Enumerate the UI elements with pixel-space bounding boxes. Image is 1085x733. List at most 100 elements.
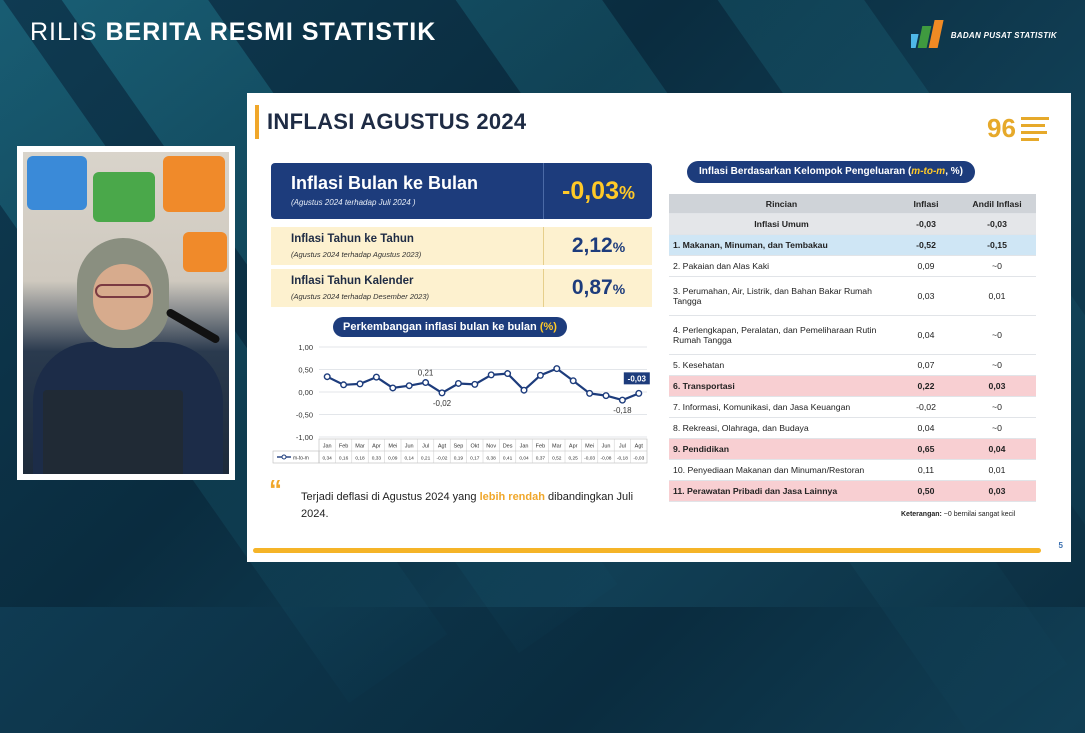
row-andil: -0,03 — [958, 213, 1036, 235]
data-point — [454, 379, 462, 387]
row-inflasi: 0,03 — [917, 291, 935, 301]
data-point — [323, 373, 331, 381]
quote-text: Terjadi deflasi di Agustus 2024 yang leb… — [301, 489, 661, 523]
row-andil: ~0 — [992, 261, 1002, 271]
table-row: 1. Makanan, Minuman, dan Tembakau -0,52 … — [669, 234, 1036, 256]
backdrop-tile — [183, 232, 227, 272]
row-name: 11. Perawatan Pribadi dan Jasa Lainnya — [669, 480, 894, 502]
x-tick-label: Mei — [585, 444, 594, 450]
data-table-value: 0,18 — [355, 456, 365, 462]
row-inflasi: 0,22 — [894, 375, 958, 397]
data-table-value: 0,41 — [503, 456, 513, 462]
yearly-value-unit: % — [612, 239, 626, 255]
data-table-value: -0,08 — [601, 456, 612, 462]
slide-title: INFLASI AGUSTUS 2024 — [255, 105, 526, 139]
x-tick-label: Sep — [454, 444, 464, 450]
table-row: 10. Penyediaan Makanan dan Minuman/Resto… — [669, 460, 1036, 481]
x-tick-label: Jul — [422, 444, 429, 450]
yearly-sub: (Agustus 2024 terhadap Agustus 2023) — [291, 250, 422, 259]
data-table-value: 0,16 — [339, 456, 349, 462]
table-row: 11. Perawatan Pribadi dan Jasa Lainnya 0… — [669, 480, 1036, 502]
table-row: Inflasi Umum -0,03 -0,03 — [669, 213, 1036, 235]
row-andil: 0,01 — [988, 291, 1006, 301]
row-andil: 0,03 — [958, 375, 1036, 397]
bottom-accent-line — [253, 548, 1041, 553]
calendar-inflation-card: Inflasi Tahun Kalender (Agustus 2024 ter… — [271, 269, 652, 307]
data-label: -0,03 — [628, 374, 647, 383]
backdrop-tile — [27, 156, 87, 210]
monthly-label: Inflasi Bulan ke Bulan — [291, 173, 479, 193]
row-name: 6. Transportasi — [669, 375, 894, 397]
data-table-value: 0,19 — [454, 456, 464, 462]
data-point — [389, 384, 397, 392]
table-title-emphasis: m-to-m — [911, 166, 946, 177]
x-tick-label: Jan — [323, 444, 332, 450]
legend-marker — [281, 454, 287, 460]
table-row: 8. Rekreasi, Olahraga, dan Budaya 0,04 ~… — [669, 418, 1036, 439]
data-table-value: -0,02 — [437, 456, 448, 462]
row-name: 9. Pendidikan — [669, 438, 894, 460]
row-andil: -0,15 — [958, 234, 1036, 256]
data-table-value: 0,38 — [487, 456, 497, 462]
data-point — [635, 389, 643, 397]
data-table-value: -0,18 — [617, 456, 628, 462]
broadcast-title: RILIS BERITA RESMI STATISTIK — [30, 18, 436, 47]
row-name: 8. Rekreasi, Olahraga, dan Budaya — [673, 423, 809, 433]
presentation-slide: INFLASI AGUSTUS 2024 96 Inflasi Bulan ke… — [247, 93, 1071, 562]
row-inflasi: -0,02 — [916, 402, 936, 412]
table-row: 2. Pakaian dan Alas Kaki 0,09 ~0 — [669, 256, 1036, 277]
data-point — [504, 370, 512, 378]
data-table-value: 0,04 — [519, 456, 529, 462]
data-point — [356, 380, 364, 388]
calendar-value-number: 0,87 — [571, 276, 613, 299]
chart-title-text: Perkembangan inflasi bulan ke bulan — [343, 321, 537, 333]
data-table-value: -0,03 — [633, 456, 644, 462]
data-point — [471, 380, 479, 388]
calendar-label: Inflasi Tahun Kalender — [291, 275, 414, 287]
svg-text:96: 96 — [987, 113, 1016, 143]
backdrop-tile — [93, 172, 155, 222]
data-table-legend-cell — [272, 450, 320, 464]
bps-logo-text: BADAN PUSAT STATISTIK — [950, 30, 1057, 40]
data-point — [340, 381, 348, 389]
y-tick-label: 1,00 — [298, 343, 313, 352]
presenter-frame — [23, 152, 229, 474]
x-tick-label: Feb — [339, 444, 348, 450]
yearly-inflation-card: Inflasi Tahun ke Tahun (Agustus 2024 ter… — [271, 227, 652, 265]
x-tick-label: Nov — [486, 444, 496, 450]
data-table-value: 0,25 — [569, 456, 579, 462]
highlight-label-box — [623, 372, 650, 385]
x-tick-label: Jun — [405, 444, 414, 450]
data-table-value: -0,03 — [584, 456, 595, 462]
data-point — [422, 379, 430, 387]
row-inflasi: -0,52 — [894, 234, 958, 256]
data-point — [553, 365, 561, 373]
row-andil: ~0 — [992, 330, 1002, 340]
table-row: 9. Pendidikan 0,65 0,04 — [669, 438, 1036, 460]
x-tick-label: Jul — [619, 444, 626, 450]
header-rincian: Rincian — [669, 194, 894, 214]
quote-text-post: dibandingkan Juli 2024. — [301, 491, 634, 520]
x-tick-label: Des — [503, 444, 513, 450]
x-tick-label: Jan — [520, 444, 529, 450]
table-row: 7. Informasi, Komunikasi, dan Jasa Keuan… — [669, 397, 1036, 418]
row-andil: ~0 — [992, 402, 1002, 412]
inflation-line-chart: 1,00 0,50 0,00 -0,50 -1,00 m-to-m Jan 0,34 Feb 0,… — [272, 343, 650, 464]
table-row: 3. Perumahan, Air, Listrik, dan Bahan Ba… — [669, 277, 1036, 316]
monthly-value: -0,03% — [543, 163, 653, 219]
backdrop-tile — [163, 156, 225, 212]
table-header-row: Rincian Inflasi Andil Inflasi — [669, 194, 1036, 214]
data-point — [536, 371, 544, 379]
x-tick-label: Apr — [569, 444, 578, 450]
row-andil: ~0 — [992, 360, 1002, 370]
calendar-value-unit: % — [612, 281, 626, 297]
row-andil: 0,03 — [958, 480, 1036, 502]
row-andil: 0,01 — [988, 465, 1006, 475]
row-inflasi: 0,09 — [917, 261, 935, 271]
data-table-value: 0,52 — [552, 456, 562, 462]
table-row: 4. Perlengkapan, Peralatan, dan Pemeliha… — [669, 316, 1036, 355]
x-tick-label: Mei — [388, 444, 397, 450]
broadcast-title-bold: BERITA RESMI STATISTIK — [105, 18, 437, 46]
row-inflasi: 0,07 — [917, 360, 935, 370]
x-tick-label: Mar — [552, 444, 562, 450]
